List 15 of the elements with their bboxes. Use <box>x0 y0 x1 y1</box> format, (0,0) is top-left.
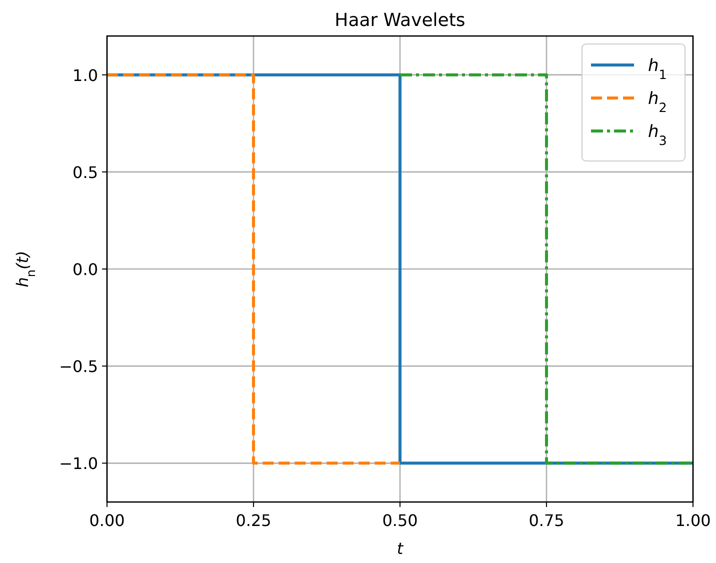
x-tick-label: 0.25 <box>236 511 272 530</box>
y-tick-label: 1.0 <box>72 66 98 85</box>
x-axis-title: t <box>396 539 404 558</box>
y-tick-label: 0.5 <box>72 162 98 182</box>
x-tick-label: 1.00 <box>675 511 711 530</box>
y-tick-label: −1.0 <box>59 454 98 474</box>
chart-title: Haar Wavelets <box>334 10 466 31</box>
x-tick-label: 0.50 <box>382 511 418 530</box>
y-tick-label: 0.0 <box>72 260 98 279</box>
y-tick-label: −0.5 <box>59 357 98 376</box>
legend-label: h$_{1}$ <box>648 56 667 82</box>
x-tick-label: 0.75 <box>528 511 564 530</box>
x-tick-label: 0.00 <box>89 511 125 530</box>
legend-label: h$_{3}$ <box>648 122 667 148</box>
legend-label: h$_{2}$ <box>648 89 667 116</box>
